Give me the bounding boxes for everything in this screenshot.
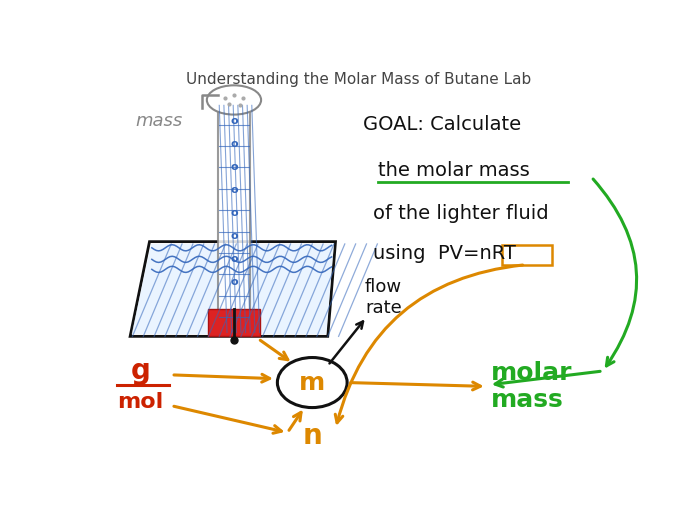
Text: flow
rate: flow rate bbox=[365, 278, 402, 317]
Bar bbox=[218, 101, 251, 337]
Text: mol: mol bbox=[117, 392, 163, 412]
Text: o: o bbox=[230, 162, 238, 172]
Polygon shape bbox=[132, 244, 334, 334]
Text: the molar mass: the molar mass bbox=[378, 161, 530, 180]
Ellipse shape bbox=[207, 86, 261, 114]
Text: Understanding the Molar Mass of Butane Lab: Understanding the Molar Mass of Butane L… bbox=[186, 72, 531, 88]
Text: using  PV=nRT: using PV=nRT bbox=[372, 245, 516, 264]
Text: g: g bbox=[130, 357, 150, 385]
Text: o: o bbox=[230, 185, 238, 195]
Text: of the lighter fluid: of the lighter fluid bbox=[372, 204, 548, 223]
Text: m: m bbox=[299, 371, 326, 395]
Text: GOAL: Calculate: GOAL: Calculate bbox=[363, 115, 521, 134]
Bar bbox=[208, 309, 260, 337]
Text: o: o bbox=[230, 231, 238, 242]
Text: o: o bbox=[230, 116, 238, 126]
Text: o: o bbox=[230, 208, 238, 218]
Text: o: o bbox=[230, 277, 238, 288]
Text: molar
mass: molar mass bbox=[491, 361, 572, 412]
Text: mass: mass bbox=[136, 112, 183, 130]
Text: o: o bbox=[230, 139, 238, 149]
Text: o: o bbox=[230, 254, 238, 265]
Text: n: n bbox=[302, 423, 322, 450]
